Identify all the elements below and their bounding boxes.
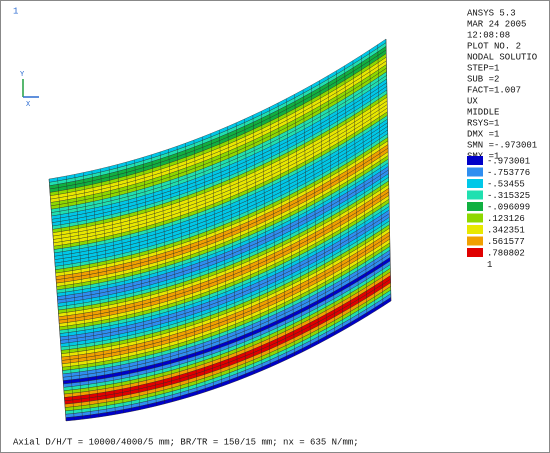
legend-label: .561577	[487, 237, 525, 247]
info-line: FACT=1.007	[467, 85, 521, 95]
legend-label: .123126	[487, 214, 525, 224]
triad-x-label: X	[26, 101, 31, 109]
axis-triad: Y X	[20, 71, 39, 109]
info-line: PLOT NO. 2	[467, 41, 521, 51]
info-line: SUB =2	[467, 74, 499, 84]
footer-text: Axial D/H/T = 10000/4000/5 mm; BR/TR = 1…	[13, 437, 359, 447]
legend-swatch	[467, 191, 483, 200]
window-number: 1	[13, 6, 18, 16]
ansys-plot-window: 1 Y X Axial D/H/T = 10000/4000/5 mm; BR/…	[0, 0, 550, 453]
triad-y-label: Y	[20, 71, 25, 79]
legend-label: .342351	[487, 225, 525, 235]
legend-label: -.973001	[487, 156, 530, 166]
legend-swatch	[467, 237, 483, 246]
legend-swatch	[467, 248, 483, 257]
info-line: 12:08:08	[467, 30, 510, 40]
legend-label: .780802	[487, 248, 525, 258]
info-line: ANSYS 5.3	[467, 8, 516, 18]
info-line: DMX =1	[467, 129, 499, 139]
legend-label: -.753776	[487, 168, 530, 178]
legend-swatch	[467, 214, 483, 223]
legend-label: -.53455	[487, 179, 525, 189]
legend-swatch	[467, 179, 483, 188]
info-line: NODAL SOLUTIO	[467, 52, 537, 62]
info-line: STEP=1	[467, 63, 499, 73]
plot: 1 Y X Axial D/H/T = 10000/4000/5 mm; BR/…	[1, 1, 549, 452]
legend-swatch	[467, 156, 483, 165]
info-line: RSYS=1	[467, 118, 499, 128]
info-line: MAR 24 2005	[467, 19, 526, 29]
legend-label: -.096099	[487, 202, 530, 212]
shell-surface	[49, 39, 391, 421]
info-line: SMN =-.973001	[467, 140, 537, 150]
info-line: UX	[467, 96, 478, 106]
legend-swatch	[467, 202, 483, 211]
legend-label: 1	[487, 260, 492, 270]
legend-swatch	[467, 225, 483, 234]
legend-swatch	[467, 168, 483, 177]
legend-label: -.315325	[487, 191, 530, 201]
info-line: MIDDLE	[467, 107, 499, 117]
